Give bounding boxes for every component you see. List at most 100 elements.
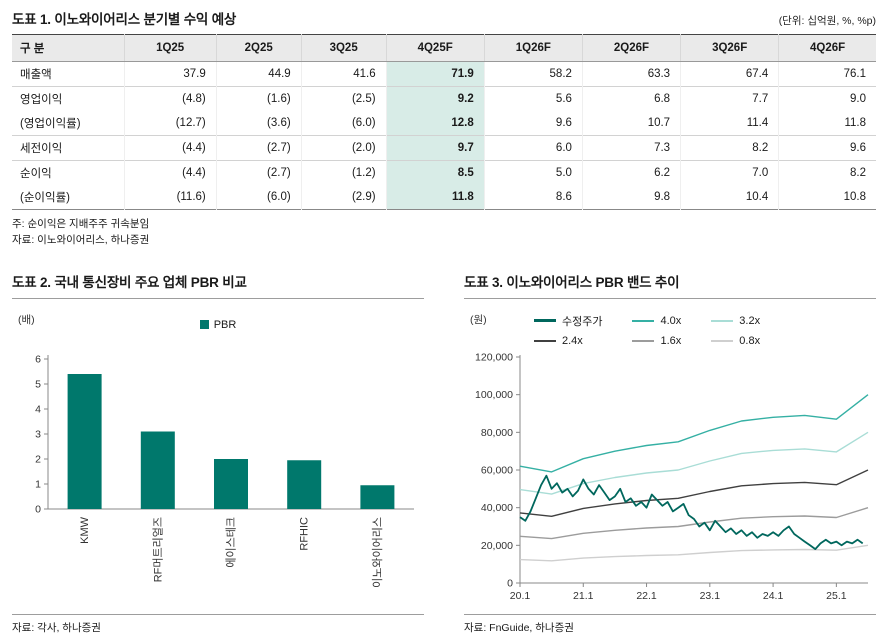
table-header-cell: 2Q26F [581, 34, 681, 62]
table-cell: (2.0) [300, 135, 387, 161]
legend-label: 2.4x [562, 334, 583, 347]
svg-text:에이스테크: 에이스테크 [225, 517, 238, 568]
svg-text:120,000: 120,000 [475, 351, 513, 363]
legend-label: 3.2x [739, 314, 761, 327]
earnings-table-section: 도표 1. 이노와이어리스 분기별 수익 예상 (단위: 십억원, %, %p)… [12, 8, 876, 249]
table-row-label: 순이익 [12, 160, 124, 185]
table-cell: 7.0 [680, 160, 779, 185]
table-header-cell: 3Q26F [680, 34, 779, 62]
table-header-cell: 1Q26F [483, 34, 583, 62]
table1-unit-note: (단위: 십억원, %, %p) [778, 15, 876, 27]
legend-label: 수정주가 [562, 315, 603, 328]
legend-label: 0.8x [739, 334, 761, 347]
earnings-table-head: 구 분 1Q25 2Q25 3Q25 4Q25F 1Q26F 2Q26F 3Q26F 4Q26F [12, 34, 876, 62]
svg-text:20,000: 20,000 [481, 539, 513, 551]
table-row-label: (순이익률) [20, 192, 70, 204]
table-cell: 6.8 [581, 86, 681, 111]
pbr-compare-section: 도표 2. 국내 통신장비 주요 업체 PBR 비교 (배) PBR 0 1 2 3 4… [12, 271, 424, 635]
table-cell: 8.6 [483, 185, 583, 210]
chart3-source: 자료: FnGuide, 하나증권 [464, 613, 876, 635]
table-cell: (2.7) [215, 160, 302, 185]
svg-text:100,000: 100,000 [475, 389, 513, 401]
table1-source: 자료: 이노와이어리스, 하나증권 [12, 234, 150, 247]
earnings-table: 구 분 1Q25 2Q25 3Q25 4Q25F 1Q26F 2Q26F 3Q26F 4Q26F… [12, 34, 876, 210]
legend-item: 2.4x [534, 335, 602, 347]
table-cell: (4.8) [123, 86, 217, 111]
table-header-cell: 2Q25 [215, 34, 302, 62]
table-cell: 76.1 [778, 61, 876, 87]
svg-text:25.1: 25.1 [826, 590, 847, 602]
pbr-bar-chart: 0 1 2 3 4 5 6 KMW RF머트리얼즈 에이스테크 RFHIC 이노와이어리스 [35, 353, 414, 588]
table-cell: (2.9) [300, 185, 387, 210]
svg-text:1: 1 [35, 478, 41, 490]
svg-text:RFHIC: RFHIC [299, 516, 311, 550]
chart3-axis-unit: (원) [470, 313, 487, 326]
table-row: 순이익 (4.4) (2.7) (1.2) 8.5 5.0 6.2 7.0 8.2 [12, 160, 876, 185]
table-cell: (4.4) [123, 135, 217, 161]
svg-text:23.1: 23.1 [700, 590, 721, 602]
legend-swatch-icon [534, 319, 556, 323]
table-cell: 10.8 [778, 185, 876, 210]
table-header-cell: 4Q25F [385, 34, 485, 62]
table-cell: (1.2) [300, 160, 387, 185]
table-cell: 10.7 [581, 111, 681, 136]
table-cell: (4.4) [123, 160, 217, 185]
svg-text:20.1: 20.1 [510, 590, 531, 602]
svg-text:3: 3 [35, 428, 41, 440]
table-row-label: (영업이익률) [20, 118, 81, 130]
svg-text:2: 2 [35, 453, 41, 465]
table-row-label: 세전이익 [12, 135, 124, 161]
table-cell: 67.4 [680, 61, 779, 87]
bar-legend: PBR [12, 309, 424, 331]
table-cell: 9.7 [385, 135, 485, 161]
table-cell: 63.3 [581, 61, 681, 87]
svg-text:24.1: 24.1 [763, 590, 784, 602]
table-cell: (6.0) [300, 111, 387, 136]
table1-notes: 주: 순이익은 지배주주 귀속분임 자료: 이노와이어리스, 하나증권 [12, 216, 876, 249]
line-legend: 수정주가 4.0x 3.2x 2.4x 1.6x 0.8x [534, 309, 760, 347]
table-cell: 9.6 [778, 135, 876, 161]
table-cell: 44.9 [215, 61, 302, 87]
table-cell: 7.3 [581, 135, 681, 161]
table-cell: 9.8 [581, 185, 681, 210]
table-header-rowlabel: 구 분 [12, 34, 124, 62]
svg-text:KMW: KMW [79, 516, 91, 544]
table-cell: 9.6 [483, 111, 583, 136]
chart2-title: 도표 2. 국내 통신장비 주요 업체 PBR 비교 [12, 271, 424, 299]
table-cell: 8.2 [680, 135, 779, 161]
earnings-table-body: 매출액 37.9 44.9 41.6 71.9 58.2 63.3 67.4 76.1 영업이익(… [12, 61, 876, 210]
table-cell: (2.5) [300, 86, 387, 111]
table-cell: (6.0) [215, 185, 302, 210]
table-cell: (1.6) [215, 86, 302, 111]
chart2-axis-unit: (배) [18, 313, 35, 326]
table-cell: 10.4 [680, 185, 779, 210]
pbr-band-section: 도표 3. 이노와이어리스 PBR 밴드 추이 (원) 수정주가 4.0x 3.2x… [464, 271, 876, 635]
svg-text:22.1: 22.1 [636, 590, 657, 602]
legend-swatch-icon [632, 339, 655, 342]
table-row: (순이익률) (11.6) (6.0) (2.9) 11.8 8.6 9.8 10.4 10.8 [12, 185, 876, 210]
table-cell: 11.8 [778, 111, 876, 136]
chart3-title: 도표 3. 이노와이어리스 PBR 밴드 추이 [464, 271, 876, 299]
table-cell: 6.0 [483, 135, 583, 161]
chart2-source: 자료: 각사, 하나증권 [12, 613, 424, 635]
table-cell: 9.2 [385, 86, 485, 111]
table-header-cell: 3Q25 [300, 34, 387, 62]
table-cell: 12.8 [385, 111, 485, 136]
legend-label: 4.0x [660, 314, 682, 327]
svg-text:0: 0 [35, 503, 41, 515]
table-row: 영업이익 (4.8) (1.6) (2.5) 9.2 5.6 6.8 7.7 9.0 [12, 86, 876, 111]
svg-text:5: 5 [35, 378, 41, 390]
legend-item: 1.6x [632, 335, 681, 347]
table-header-cell: 4Q26F [778, 34, 876, 62]
table-row: 세전이익 (4.4) (2.7) (2.0) 9.7 6.0 7.3 8.2 9.6 [12, 135, 876, 161]
table-header-cell: 1Q25 [123, 34, 217, 62]
pbr-band-chart: 0 20,000 40,000 60,000 80,000 100,000 120,000 2… [475, 351, 869, 602]
svg-text:이노와이어리스: 이노와이어리스 [371, 517, 384, 588]
table-row: 매출액 37.9 44.9 41.6 71.9 58.2 63.3 67.4 76.1 [12, 61, 876, 87]
table-cell: 41.6 [300, 61, 387, 87]
legend-swatch-icon [534, 339, 556, 342]
legend-item: 0.8x [711, 335, 760, 347]
charts-row: 도표 2. 국내 통신장비 주요 업체 PBR 비교 (배) PBR 0 1 2 3 4… [12, 271, 876, 635]
legend-swatch-icon [711, 319, 734, 322]
